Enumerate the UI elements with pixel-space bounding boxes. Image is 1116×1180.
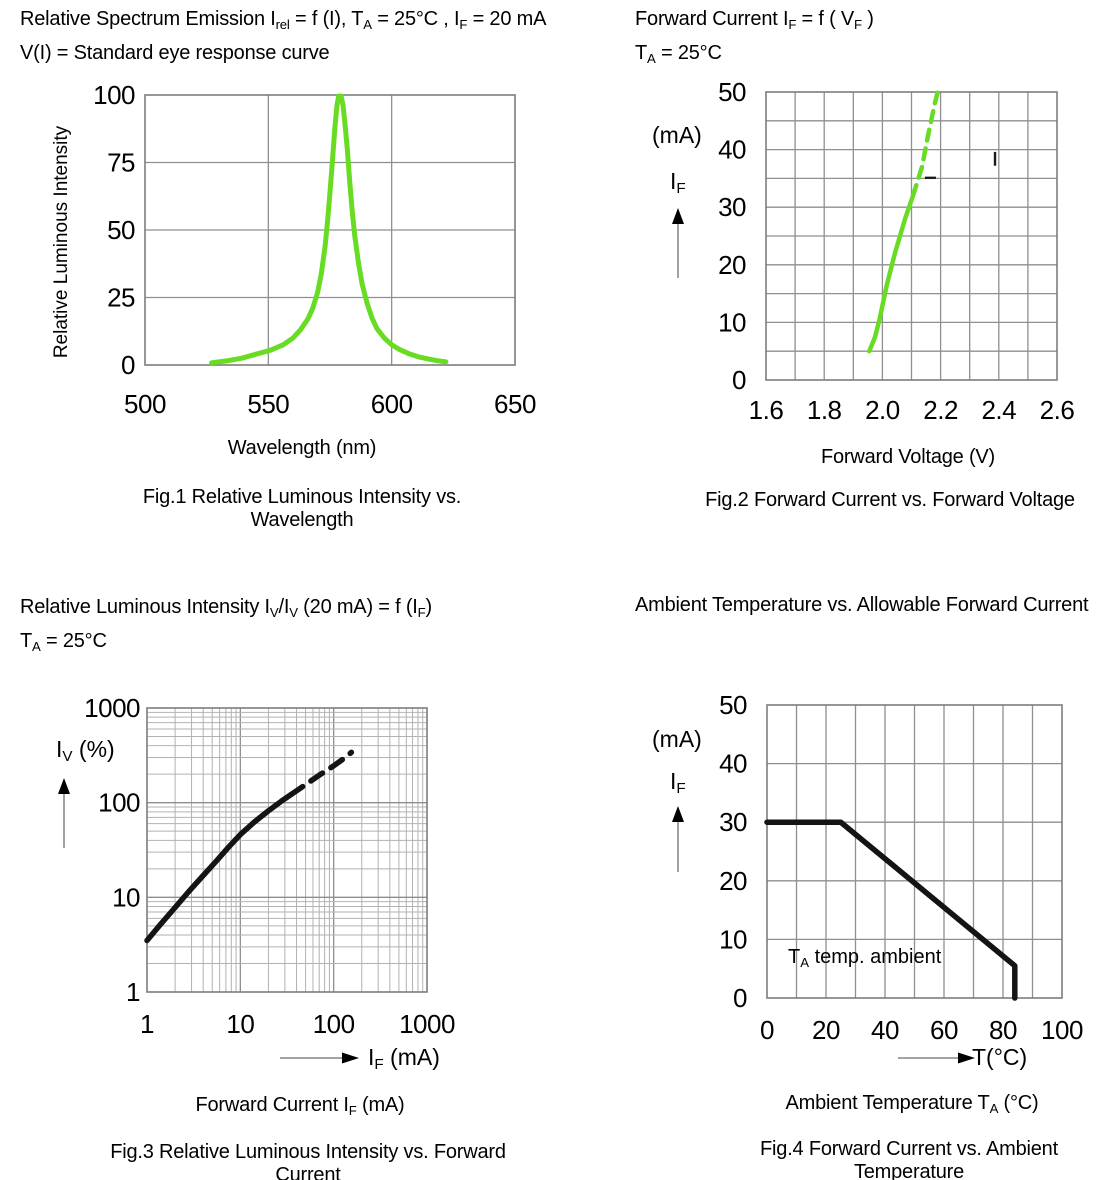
fig2-y-unit-label: (mA): [652, 122, 702, 148]
x-tick-label: 1.8: [807, 395, 842, 425]
y-tick-label: 50: [718, 77, 746, 107]
x-tick-label: 10: [226, 1009, 254, 1039]
series-solid-segment: [867, 193, 916, 354]
y-tick-label: 10: [718, 307, 746, 337]
y-tick-label: 100: [98, 788, 140, 818]
series-dashed-segment: [910, 89, 940, 198]
y-tick-label: 0: [121, 350, 135, 380]
fig1-y-axis-label: Relative Luminous Intensity: [51, 125, 72, 359]
y-tick-label: 0: [732, 365, 746, 395]
fig3-loglog-chart: 1 10 100 1000 1 10 100 1000: [85, 693, 455, 1039]
fig3-caption: Fig.3 Relative Luminous Intensity vs. Fo…: [110, 1141, 506, 1180]
series-line: [764, 819, 1018, 1001]
fig2-y-axis-up-arrow-icon: [672, 208, 684, 278]
y-tick-label: 10: [719, 924, 747, 954]
x-tick-label: 80: [989, 1015, 1017, 1045]
fig4-y-unit-label: (mA): [652, 726, 702, 752]
series-line: [209, 93, 449, 366]
y-tick-label: 20: [719, 866, 747, 896]
x-tick-label: 2.0: [865, 395, 900, 425]
fig4-y-axis-up-arrow-icon: [672, 806, 684, 872]
y-tick-label: 1000: [85, 693, 140, 723]
y-tick-label: 20: [718, 250, 746, 280]
fig4-x-arrow-label: T(°C): [972, 1044, 1028, 1070]
fig3-x-axis-right-arrow-icon: [280, 1052, 359, 1064]
fig4-x-axis-label: Ambient Temperature TA (°C): [785, 1092, 1039, 1116]
y-tick-label: 100: [93, 80, 135, 110]
y-tick-label: 40: [719, 749, 747, 779]
x-tick-label: 650: [494, 389, 536, 419]
x-tick-label: 1.6: [749, 395, 784, 425]
x-tick-label: 100: [313, 1009, 355, 1039]
x-tick-label: 1000: [399, 1009, 455, 1039]
x-tick-label: 100: [1041, 1015, 1083, 1045]
fig2-title-line2: TA = 25°C: [635, 42, 722, 66]
fig2-x-axis-label: Forward Voltage (V): [820, 446, 996, 468]
y-tick-label: 10: [112, 882, 140, 912]
x-tick-label: 500: [124, 389, 166, 419]
fig1-title-line2: V(I) = Standard eye response curve: [20, 42, 330, 64]
y-tick-label: 30: [718, 192, 746, 222]
fig1-caption: Fig.1 Relative Luminous Intensity vs. Wa…: [142, 486, 462, 531]
y-tick-label: 1: [126, 977, 140, 1007]
fig1-title-line1: Relative Spectrum Emission Irel = f (I),…: [20, 8, 547, 32]
fig3-y-symbol-label: IV (%): [56, 736, 115, 766]
fig3-x-axis-label: Forward Current IF (mA): [195, 1094, 405, 1118]
fig4-y-symbol-label: IF: [670, 768, 686, 798]
fig2-title-line1: Forward Current IF = f ( VF ): [635, 8, 874, 32]
x-tick-label: 2.4: [981, 395, 1016, 425]
fig4-x-axis-right-arrow-icon: [898, 1052, 975, 1064]
fig4-annotation: TA temp. ambient: [788, 946, 942, 970]
y-tick-label: 50: [719, 690, 747, 720]
fig4-derating-chart: 0 20 40 60 80 100 0 10 20 30 40 50: [719, 690, 1083, 1045]
plot-border: [766, 704, 1063, 999]
y-tick-label: 30: [719, 807, 747, 837]
y-tick-label: 25: [107, 283, 135, 313]
fig1-spectrum-chart: 500 550 600 650 0 25 50 75 100: [93, 80, 536, 419]
fig1-x-axis-label: Wavelength (nm): [227, 437, 377, 459]
x-tick-label: 40: [871, 1015, 899, 1045]
series-solid-segment: [144, 791, 294, 944]
fig3-title-line1: Relative Luminous Intensity IV/IV (20 mA…: [20, 596, 432, 620]
x-tick-label: 2.6: [1040, 395, 1075, 425]
y-tick-label: 40: [718, 135, 746, 165]
plot-border: [144, 94, 516, 366]
y-tick-label: 0: [733, 983, 747, 1013]
fig3-title-line2: TA = 25°C: [20, 630, 107, 654]
x-tick-label: 600: [371, 389, 413, 419]
fig3-y-axis-up-arrow-icon: [58, 778, 70, 848]
series-dashed-segment: [288, 749, 355, 798]
x-tick-label: 20: [812, 1015, 840, 1045]
plot-border: [146, 707, 428, 993]
fig4-title: Ambient Temperature vs. Allowable Forwar…: [635, 594, 1089, 616]
x-tick-label: 550: [247, 389, 289, 419]
fig2-caption: Fig.2 Forward Current vs. Forward Voltag…: [705, 489, 1075, 511]
fig3-x-arrow-label: IF (mA): [368, 1044, 440, 1074]
y-tick-label: 75: [107, 148, 135, 178]
fig4-caption: Fig.4 Forward Current vs. Ambient Temper…: [760, 1138, 1058, 1180]
y-tick-label: 50: [107, 215, 135, 245]
plot-border: [765, 91, 1058, 381]
x-tick-label: 2.2: [923, 395, 958, 425]
fig2-y-symbol-label: IF: [670, 168, 686, 198]
fig2-iv-curve-chart: 1.6 1.8 2.0 2.2 2.4 2.6 0 10 20 30 40 50: [718, 77, 1075, 425]
x-tick-label: 0: [760, 1015, 774, 1045]
x-tick-label: 1: [140, 1009, 154, 1039]
x-tick-label: 60: [930, 1015, 958, 1045]
